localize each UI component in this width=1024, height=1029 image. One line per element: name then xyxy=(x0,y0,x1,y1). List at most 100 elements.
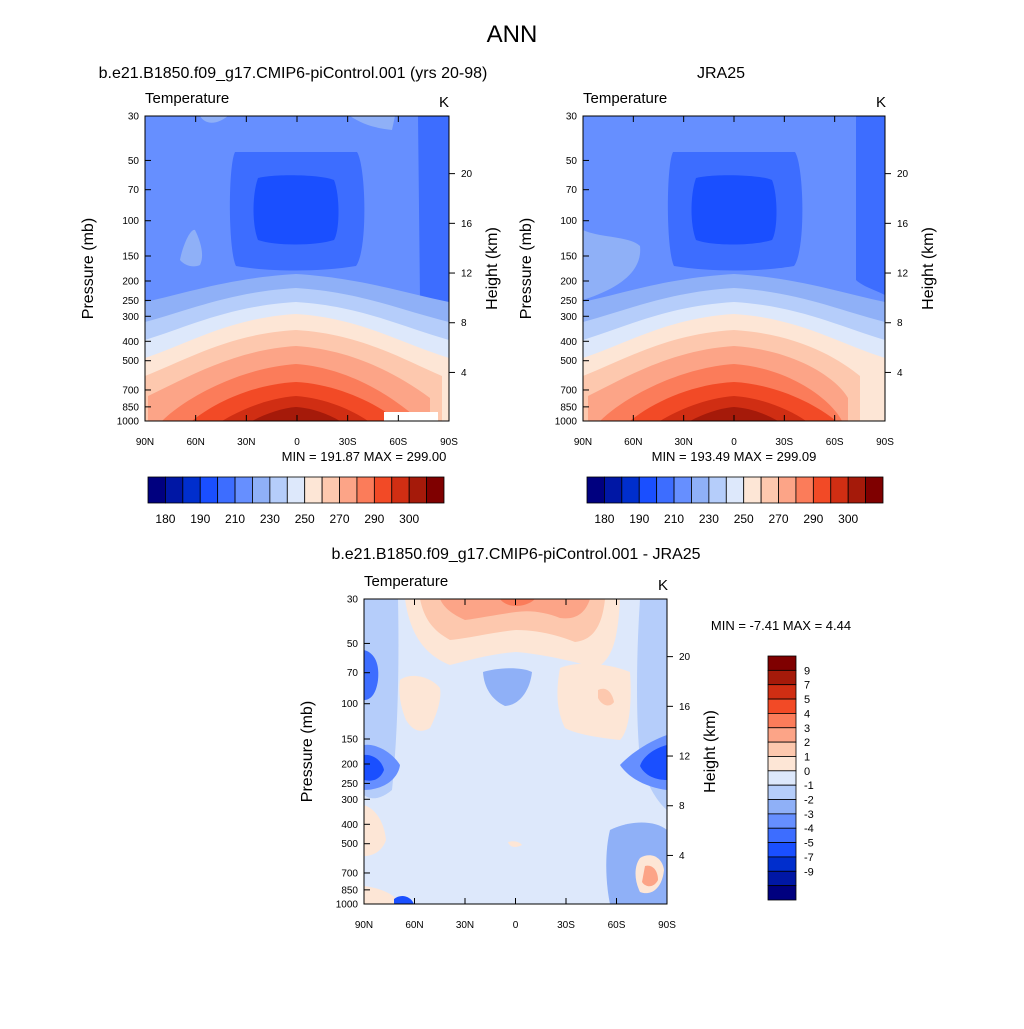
y-right-tick-label: 20 xyxy=(679,652,691,663)
contour-level-band xyxy=(508,841,522,847)
y-axis-title: Pressure (mb) xyxy=(80,218,97,319)
colorbar-label: 250 xyxy=(734,512,754,526)
axes: 90N 60N 30N 0 30S 60S 90S 30 50 70 100 150 200 250 300… xyxy=(80,112,501,449)
colorbar-swatch xyxy=(691,476,710,504)
x-tick-label: 90S xyxy=(658,920,676,931)
colorbar-label: 180 xyxy=(155,512,175,526)
colorbar-swatch xyxy=(638,476,658,504)
colorbar-label: 250 xyxy=(295,512,315,526)
x-tick-label: 90N xyxy=(355,920,373,931)
y-tick-label: 150 xyxy=(341,734,358,745)
colorbar-swatch xyxy=(767,756,797,772)
panel-units: K xyxy=(658,577,668,594)
contour-level-band xyxy=(690,407,778,421)
y-tick-label: 850 xyxy=(560,402,577,413)
x-tick-label: 60N xyxy=(624,437,642,448)
y-right-tick-label: 8 xyxy=(679,801,685,812)
y-tick-label: 1000 xyxy=(117,417,140,428)
y-tick-label: 200 xyxy=(122,277,139,288)
y-tick-label: 500 xyxy=(122,356,139,367)
y-axis-title: Pressure (mb) xyxy=(518,218,535,319)
colorbar-swatch xyxy=(182,476,201,504)
contour-level-band xyxy=(598,688,614,706)
colorbar-swatch xyxy=(339,476,358,504)
colorbar-swatch xyxy=(373,476,393,504)
y-tick-label: 150 xyxy=(560,251,577,262)
colorbar-swatch xyxy=(673,476,692,504)
colorbar-swatch xyxy=(743,476,762,504)
contour-level-band xyxy=(500,599,535,606)
y-tick-label: 500 xyxy=(341,839,358,850)
panel-left-label: Temperature xyxy=(583,90,667,107)
colorbar-swatch xyxy=(847,476,866,504)
colorbar: 180 190 210 230 250 270 290 300 xyxy=(586,476,884,526)
y-right-tick-label: 20 xyxy=(461,169,473,180)
panel-units: K xyxy=(876,94,886,111)
panel-obs: JRA25 Temperature K 90N 60N xyxy=(518,65,937,526)
y-axis-title-right: Height (km) xyxy=(484,227,501,310)
colorbar-label: -4 xyxy=(804,823,814,835)
x-tick-label: 30N xyxy=(237,437,255,448)
y-tick-label: 70 xyxy=(347,668,359,679)
colorbar-swatch xyxy=(767,770,797,786)
contour-level-band xyxy=(364,650,379,700)
colorbar-swatch xyxy=(286,476,306,504)
colorbar-swatch xyxy=(234,476,253,504)
y-tick-label: 300 xyxy=(122,312,139,323)
colorbar: 180 190 210 230 250 270 290 300 xyxy=(147,476,445,526)
y-tick-label: 250 xyxy=(122,296,139,307)
contour-level-band xyxy=(399,675,441,731)
colorbar: 9 7 5 4 3 2 1 0 -1 -2 -3 -4 -5 -7 -9 xyxy=(767,655,814,901)
y-tick-label: 250 xyxy=(560,296,577,307)
colorbar-label: -9 xyxy=(804,866,814,878)
x-tick-label: 0 xyxy=(731,437,737,448)
colorbar-swatch xyxy=(217,476,236,504)
y-tick-label: 400 xyxy=(122,337,139,348)
colorbar-swatch xyxy=(199,476,219,504)
colorbar-swatch xyxy=(391,476,410,504)
y-tick-label: 50 xyxy=(566,156,578,167)
x-tick-label: 60N xyxy=(186,437,204,448)
y-tick-label: 50 xyxy=(347,639,359,650)
colorbar-label: 180 xyxy=(594,512,614,526)
colorbar-label: 290 xyxy=(364,512,384,526)
panel-left-label: Temperature xyxy=(145,90,229,107)
y-tick-label: 30 xyxy=(347,595,359,606)
y-right-tick-label: 12 xyxy=(461,269,473,280)
y-tick-label: 100 xyxy=(341,699,358,710)
y-right-tick-label: 8 xyxy=(897,318,903,329)
colorbar-swatch xyxy=(165,476,184,504)
colorbar-swatch xyxy=(767,799,797,815)
colorbar-swatch xyxy=(767,684,797,700)
contour-level-band xyxy=(364,754,384,781)
x-tick-label: 30N xyxy=(674,437,692,448)
contour-level-band xyxy=(364,886,400,904)
y-right-tick-label: 20 xyxy=(897,169,909,180)
y-right-tick-label: 8 xyxy=(461,318,467,329)
y-tick-label: 200 xyxy=(341,760,358,771)
colorbar-label: -1 xyxy=(804,780,814,792)
contour-field xyxy=(364,599,667,904)
colorbar-label: 7 xyxy=(804,680,810,692)
colorbar-swatch xyxy=(830,476,849,504)
y-tick-label: 700 xyxy=(122,385,139,396)
colorbar-label: 210 xyxy=(225,512,245,526)
missing-data-mask xyxy=(384,412,438,421)
contour-level-band xyxy=(350,116,395,130)
colorbar-swatch xyxy=(767,655,797,671)
colorbar-swatch xyxy=(586,476,605,504)
x-tick-label: 60S xyxy=(389,437,407,448)
panel-title: b.e21.B1850.f09_g17.CMIP6-piControl.001 … xyxy=(99,65,488,82)
y-tick-label: 300 xyxy=(341,795,358,806)
colorbar-label: 230 xyxy=(699,512,719,526)
colorbar-swatch xyxy=(604,476,623,504)
y-axis-title-right: Height (km) xyxy=(702,710,719,793)
y-tick-label: 150 xyxy=(122,251,139,262)
x-tick-label: 90S xyxy=(440,437,458,448)
colorbar-label: -3 xyxy=(804,809,814,821)
y-right-tick-label: 12 xyxy=(679,752,691,763)
colorbar-label: 2 xyxy=(804,737,810,749)
colorbar-swatch xyxy=(767,669,797,686)
min-max-label: MIN = 193.49 MAX = 299.09 xyxy=(652,449,817,464)
